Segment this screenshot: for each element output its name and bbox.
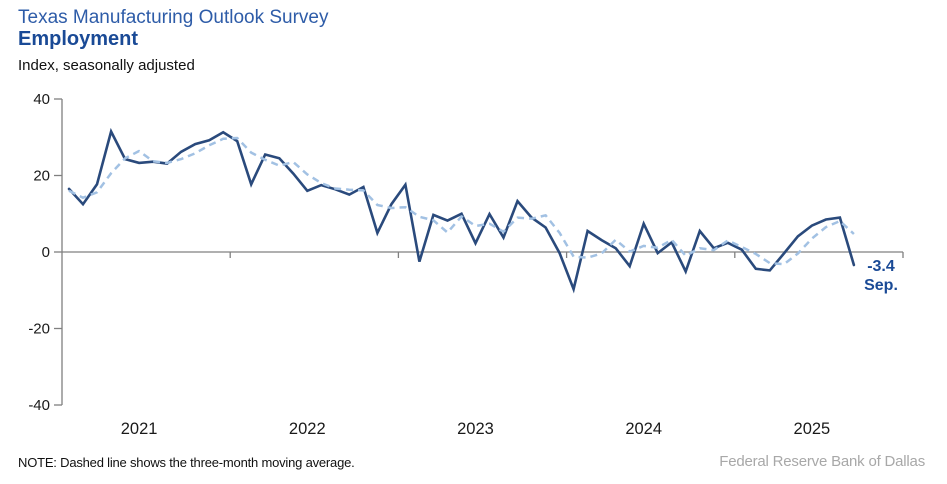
chart-subtitle: Employment <box>18 28 139 50</box>
x-tick-year-label: 2025 <box>794 420 831 438</box>
x-tick-year-label: 2024 <box>625 420 662 438</box>
latest-month-label: Sep. <box>864 277 898 294</box>
y-axis-units-label: Index, seasonally adjusted <box>18 57 195 74</box>
x-tick-year-label: 2023 <box>457 420 494 438</box>
x-tick-year-label: 2021 <box>121 420 158 438</box>
y-tick-label: 20 <box>33 168 50 185</box>
footnote: NOTE: Dashed line shows the three-month … <box>18 455 355 470</box>
y-tick-label: 0 <box>42 244 50 261</box>
employment-index-line <box>67 127 856 294</box>
x-tick-year-label: 2022 <box>289 420 326 438</box>
source-attribution: Federal Reserve Bank of Dallas <box>719 453 925 470</box>
y-tick-label: -20 <box>28 321 50 338</box>
y-tick-label: -40 <box>28 397 50 414</box>
moving-average-dashed-line <box>68 136 855 266</box>
y-tick-label: 40 <box>33 91 50 108</box>
chart-title: Texas Manufacturing Outlook Survey <box>18 7 329 28</box>
latest-value-label: -3.4 <box>867 258 895 275</box>
